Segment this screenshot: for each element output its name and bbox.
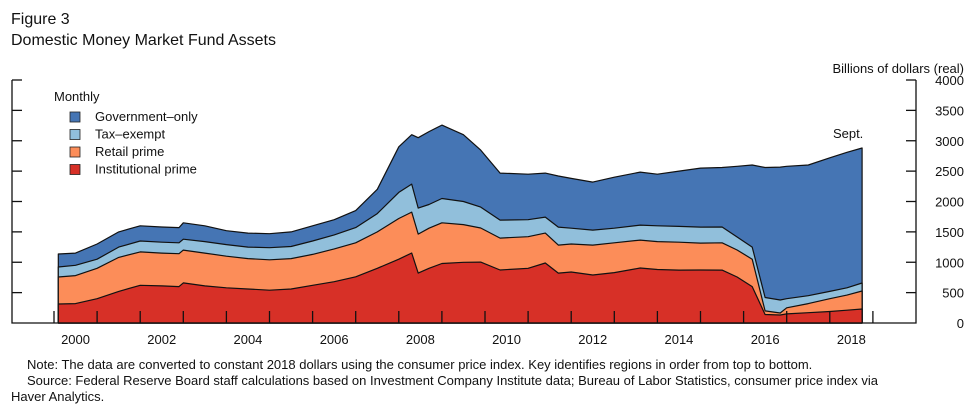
y-tick-label: 2500 bbox=[935, 164, 964, 179]
legend-swatch bbox=[69, 111, 81, 123]
legend-frequency-label: Monthly bbox=[54, 89, 100, 104]
y-tick-label: 4000 bbox=[935, 73, 964, 88]
x-tick-label: 2004 bbox=[233, 332, 262, 347]
chart-note: Note: The data are converted to constant… bbox=[27, 357, 813, 372]
y-tick-label: 2000 bbox=[935, 195, 964, 210]
x-tick-label: 2010 bbox=[492, 332, 521, 347]
legend-label: Government–only bbox=[95, 109, 198, 124]
x-tick-label: 2006 bbox=[320, 332, 349, 347]
y-tick-label: 0 bbox=[957, 316, 964, 331]
y-tick-label: 3000 bbox=[935, 134, 964, 149]
axes: 0 500 1000 1500 2000 2500 3000 3500 4000 2000 2002… bbox=[11, 73, 964, 347]
y-tick-label: 1500 bbox=[935, 225, 964, 240]
area-institutional-prime bbox=[57, 252, 863, 324]
legend-swatch bbox=[69, 164, 81, 175]
chart-title: Domestic Money Market Fund Assets bbox=[11, 32, 276, 49]
legend-swatch bbox=[69, 129, 81, 140]
x-tick-label: 2014 bbox=[664, 332, 693, 347]
legend-label: Tax–exempt bbox=[95, 127, 165, 142]
legend-label: Institutional prime bbox=[95, 162, 197, 177]
x-tick-label: 2008 bbox=[406, 332, 435, 347]
legend: Monthly Government–only Tax–exempt Retail p… bbox=[54, 89, 198, 177]
x-tick-label: 2002 bbox=[147, 332, 176, 347]
annotation-sept: Sept. bbox=[833, 126, 863, 141]
y-axis-label: Billions of dollars (real) bbox=[832, 61, 965, 76]
x-tick-label: 2012 bbox=[578, 332, 607, 347]
figure-label: Figure 3 bbox=[11, 11, 70, 28]
y-tick-label: 1000 bbox=[935, 255, 964, 270]
x-tick-label: 2000 bbox=[61, 332, 90, 347]
legend-swatch bbox=[69, 146, 81, 158]
chart-source: Source: Federal Reserve Board staff calc… bbox=[11, 373, 878, 404]
legend-label: Retail prime bbox=[95, 144, 164, 159]
x-tick-label: 2018 bbox=[837, 332, 866, 347]
x-tick-label: 2016 bbox=[751, 332, 780, 347]
y-tick-label: 3500 bbox=[935, 103, 964, 118]
stacked-areas bbox=[57, 124, 863, 324]
y-tick-label: 500 bbox=[942, 286, 964, 301]
